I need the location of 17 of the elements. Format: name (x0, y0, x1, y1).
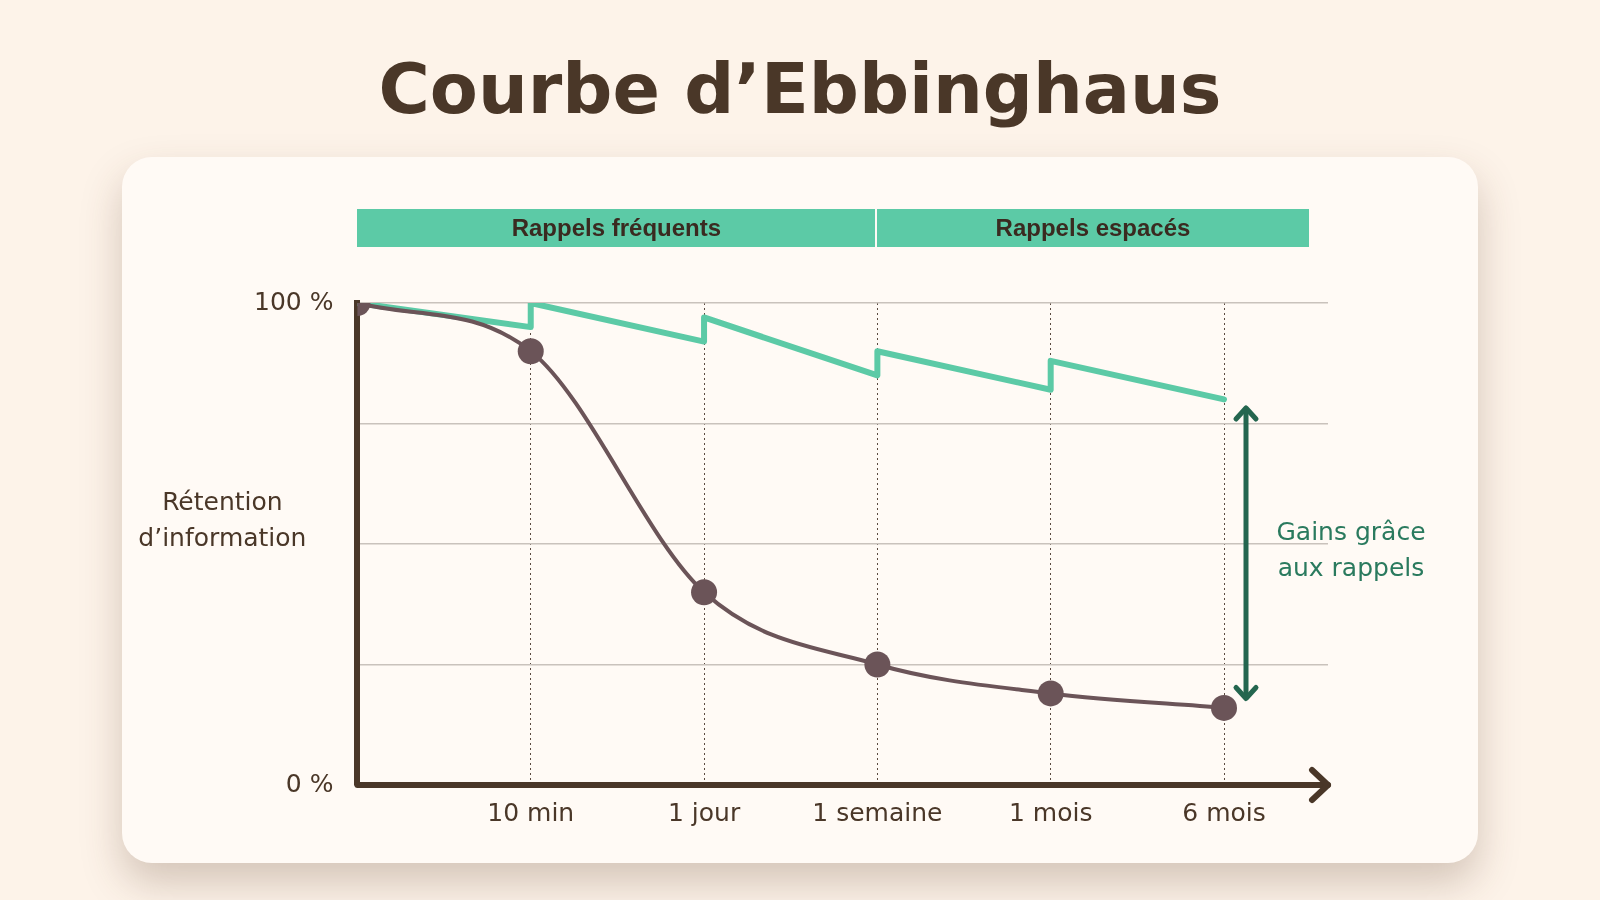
point (864, 651, 891, 678)
text: Rappels espacés (877, 209, 1309, 247)
chart-title: Courbe d’Ebbinghaus (377, 48, 1223, 130)
y-axis-title: Rétention d’information (137, 486, 308, 554)
y-tick-label: 100 % (254, 286, 334, 316)
x-tick-label: 1 semaine (812, 797, 943, 827)
point (1211, 694, 1238, 721)
text: Rappels fréquents (357, 209, 876, 247)
annotation: Gains grâce aux rappels (1275, 515, 1427, 584)
point (691, 579, 718, 606)
point (517, 338, 544, 365)
x-tick-label: 1 mois (1008, 797, 1093, 827)
x-tick-label: 6 mois (1182, 797, 1266, 827)
x-tick-label: 1 jour (667, 797, 741, 827)
x-tick-label: 10 min (487, 797, 575, 827)
point (1037, 680, 1064, 707)
y-tick-label: 0 % (285, 768, 334, 798)
